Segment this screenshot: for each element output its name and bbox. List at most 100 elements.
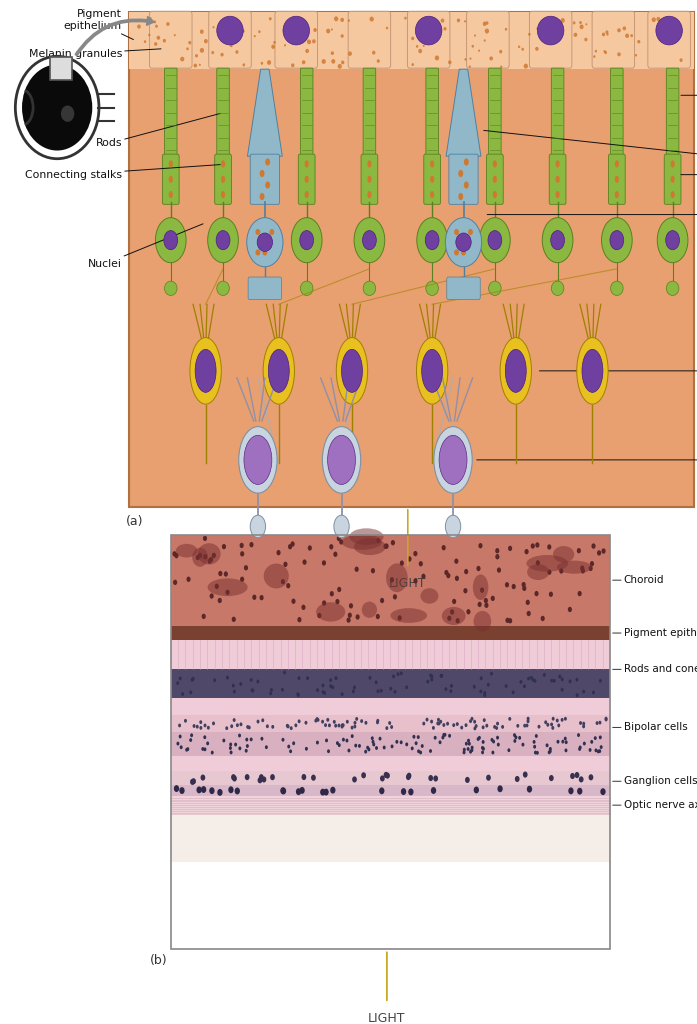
Ellipse shape (657, 16, 660, 22)
Ellipse shape (229, 786, 233, 794)
Ellipse shape (574, 33, 577, 37)
Ellipse shape (456, 618, 460, 624)
Ellipse shape (148, 17, 152, 22)
Ellipse shape (437, 718, 440, 722)
Ellipse shape (505, 349, 526, 392)
Ellipse shape (565, 749, 567, 753)
Ellipse shape (461, 250, 466, 256)
Ellipse shape (369, 16, 374, 22)
Ellipse shape (325, 738, 328, 742)
Ellipse shape (435, 55, 439, 60)
Ellipse shape (321, 59, 325, 63)
Ellipse shape (474, 786, 479, 794)
Ellipse shape (340, 17, 344, 22)
Ellipse shape (422, 573, 426, 579)
Ellipse shape (618, 52, 621, 56)
Ellipse shape (261, 737, 263, 740)
Ellipse shape (392, 675, 395, 678)
Ellipse shape (521, 742, 524, 746)
Ellipse shape (622, 27, 626, 31)
Ellipse shape (266, 724, 269, 728)
Ellipse shape (606, 33, 608, 36)
Ellipse shape (469, 750, 472, 754)
Ellipse shape (298, 676, 300, 680)
Ellipse shape (250, 515, 266, 538)
Ellipse shape (465, 777, 470, 783)
Ellipse shape (507, 749, 510, 753)
Ellipse shape (515, 776, 519, 782)
Ellipse shape (354, 218, 385, 263)
Ellipse shape (263, 563, 289, 589)
Ellipse shape (496, 554, 500, 559)
Ellipse shape (417, 218, 447, 263)
Ellipse shape (341, 692, 344, 696)
Ellipse shape (269, 229, 275, 236)
Ellipse shape (337, 536, 341, 541)
Ellipse shape (184, 719, 187, 723)
Ellipse shape (493, 176, 497, 183)
Ellipse shape (258, 31, 261, 33)
Ellipse shape (493, 191, 497, 199)
Ellipse shape (551, 282, 564, 296)
Text: LIGHT: LIGHT (389, 577, 427, 590)
Ellipse shape (430, 675, 434, 678)
Ellipse shape (527, 677, 530, 680)
Ellipse shape (206, 741, 209, 745)
Ellipse shape (430, 176, 434, 183)
Ellipse shape (492, 739, 495, 743)
Ellipse shape (245, 749, 247, 753)
Ellipse shape (234, 742, 237, 746)
Ellipse shape (331, 685, 335, 689)
Ellipse shape (376, 538, 381, 544)
Ellipse shape (334, 515, 349, 538)
Ellipse shape (522, 586, 526, 591)
Ellipse shape (556, 161, 560, 168)
Ellipse shape (347, 749, 351, 753)
Ellipse shape (417, 735, 420, 739)
Ellipse shape (259, 193, 265, 200)
Ellipse shape (557, 560, 592, 573)
Ellipse shape (599, 679, 602, 683)
Ellipse shape (383, 544, 388, 549)
Ellipse shape (217, 788, 222, 796)
Ellipse shape (351, 726, 353, 729)
Ellipse shape (212, 553, 216, 558)
Ellipse shape (314, 28, 317, 32)
Ellipse shape (316, 688, 319, 692)
Ellipse shape (286, 724, 289, 728)
Ellipse shape (270, 688, 273, 692)
Ellipse shape (527, 717, 530, 721)
Ellipse shape (570, 773, 575, 779)
Ellipse shape (380, 689, 383, 692)
Ellipse shape (495, 726, 498, 730)
FancyBboxPatch shape (648, 11, 690, 69)
Ellipse shape (327, 750, 330, 753)
Ellipse shape (576, 678, 579, 682)
Ellipse shape (268, 349, 289, 392)
Ellipse shape (226, 676, 229, 680)
Ellipse shape (459, 193, 464, 200)
FancyArrowPatch shape (75, 16, 154, 55)
Ellipse shape (464, 723, 468, 727)
Ellipse shape (291, 542, 295, 547)
Ellipse shape (422, 349, 443, 392)
Ellipse shape (323, 691, 326, 695)
Bar (171, 640, 610, 670)
Ellipse shape (671, 191, 675, 199)
Ellipse shape (353, 685, 356, 689)
Ellipse shape (346, 617, 351, 623)
Ellipse shape (224, 571, 228, 577)
Ellipse shape (577, 548, 581, 553)
Ellipse shape (541, 615, 545, 622)
Ellipse shape (497, 742, 500, 746)
Text: Rods: Rods (95, 114, 220, 148)
Ellipse shape (209, 557, 213, 562)
Ellipse shape (630, 34, 633, 37)
Ellipse shape (351, 734, 353, 738)
FancyBboxPatch shape (611, 69, 623, 158)
Ellipse shape (446, 572, 450, 579)
Ellipse shape (480, 218, 510, 263)
Ellipse shape (429, 674, 432, 677)
FancyBboxPatch shape (424, 155, 441, 205)
Ellipse shape (321, 690, 325, 694)
